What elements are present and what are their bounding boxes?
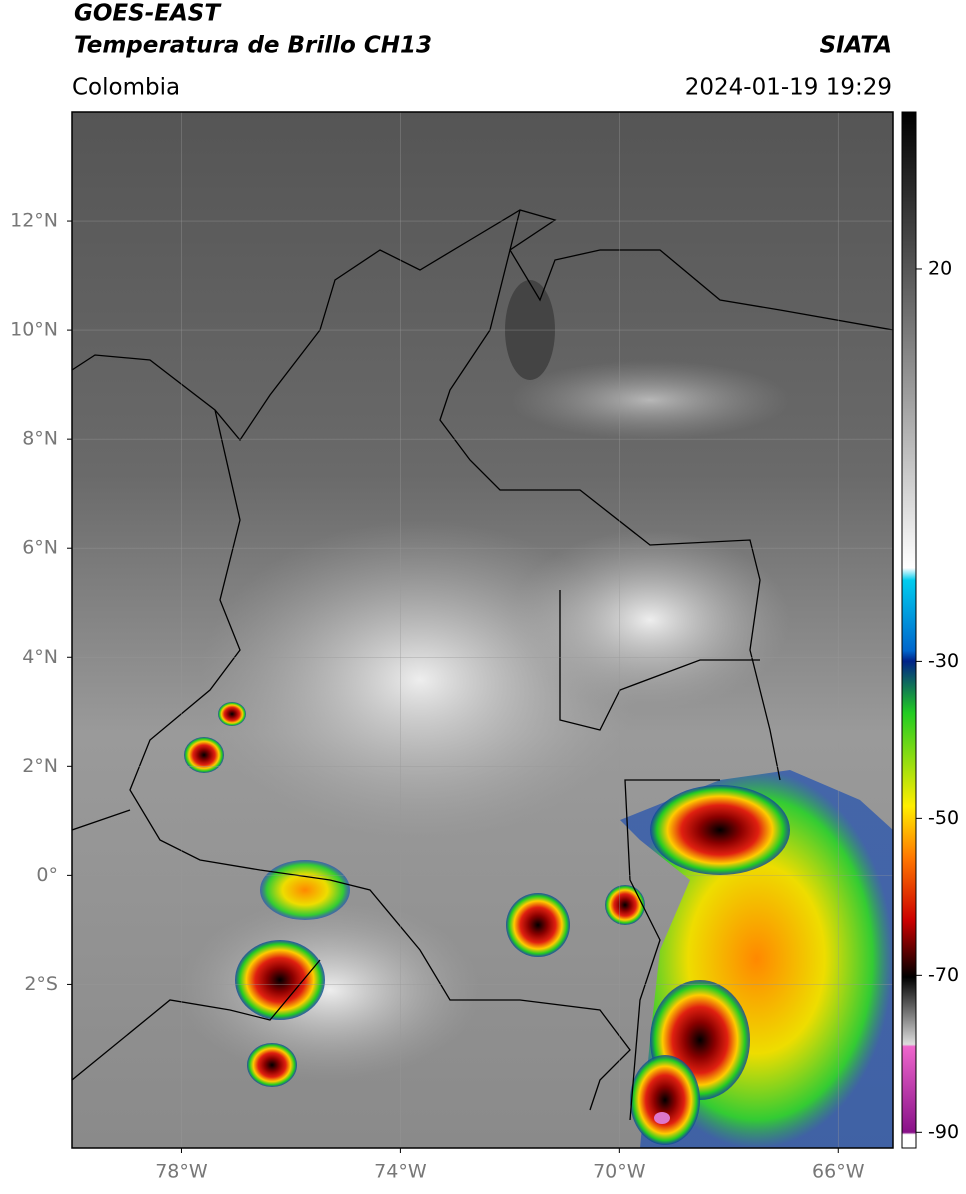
x-tick-label: 74°W bbox=[374, 1161, 427, 1183]
colorbar-tick-label: -30 bbox=[928, 650, 959, 672]
colorbar-tick-label: -70 bbox=[928, 964, 959, 986]
storm-cell bbox=[605, 885, 645, 925]
y-tick-label: 4°N bbox=[22, 646, 58, 668]
colorbar-tick-label: 20 bbox=[928, 257, 952, 279]
x-tick-label: 70°W bbox=[593, 1161, 646, 1183]
y-tick-label: 10°N bbox=[10, 319, 58, 341]
storm-core bbox=[654, 1112, 670, 1124]
source: SIATA bbox=[820, 33, 892, 59]
colorbar-tick-label: -50 bbox=[928, 807, 959, 829]
y-tick-label: 2°N bbox=[22, 755, 58, 777]
y-tick-label: 0° bbox=[36, 864, 58, 886]
region: Colombia bbox=[72, 75, 180, 101]
y-tick-label: 8°N bbox=[22, 428, 58, 450]
borders bbox=[72, 209, 893, 1121]
storm-cell bbox=[218, 702, 246, 726]
y-tick-label: 2°S bbox=[24, 973, 58, 995]
x-tick-label: 78°W bbox=[155, 1161, 208, 1183]
cloud bbox=[510, 530, 790, 710]
x-tick-label: 66°W bbox=[812, 1161, 865, 1183]
storm-cell bbox=[247, 1043, 297, 1087]
y-tick-label: 12°N bbox=[10, 210, 58, 232]
title: GOES-EAST bbox=[74, 1, 222, 27]
datetime: 2024-01-19 19:29 bbox=[685, 75, 892, 101]
storm-cell bbox=[506, 893, 570, 957]
colorbar-tick-label: -90 bbox=[928, 1121, 959, 1143]
storm-cell bbox=[235, 940, 325, 1020]
cloud bbox=[510, 360, 790, 440]
convective-area bbox=[260, 860, 350, 920]
storm-cell bbox=[184, 737, 224, 773]
storm-cell bbox=[630, 1055, 700, 1145]
cloud bbox=[180, 900, 480, 1080]
map-frame bbox=[71, 111, 894, 1149]
storm-cell bbox=[650, 785, 790, 875]
subtitle: Temperatura de Brillo CH13 bbox=[74, 33, 432, 59]
colorbar bbox=[901, 111, 917, 1149]
y-tick-label: 6°N bbox=[22, 537, 58, 559]
map bbox=[72, 112, 893, 1148]
